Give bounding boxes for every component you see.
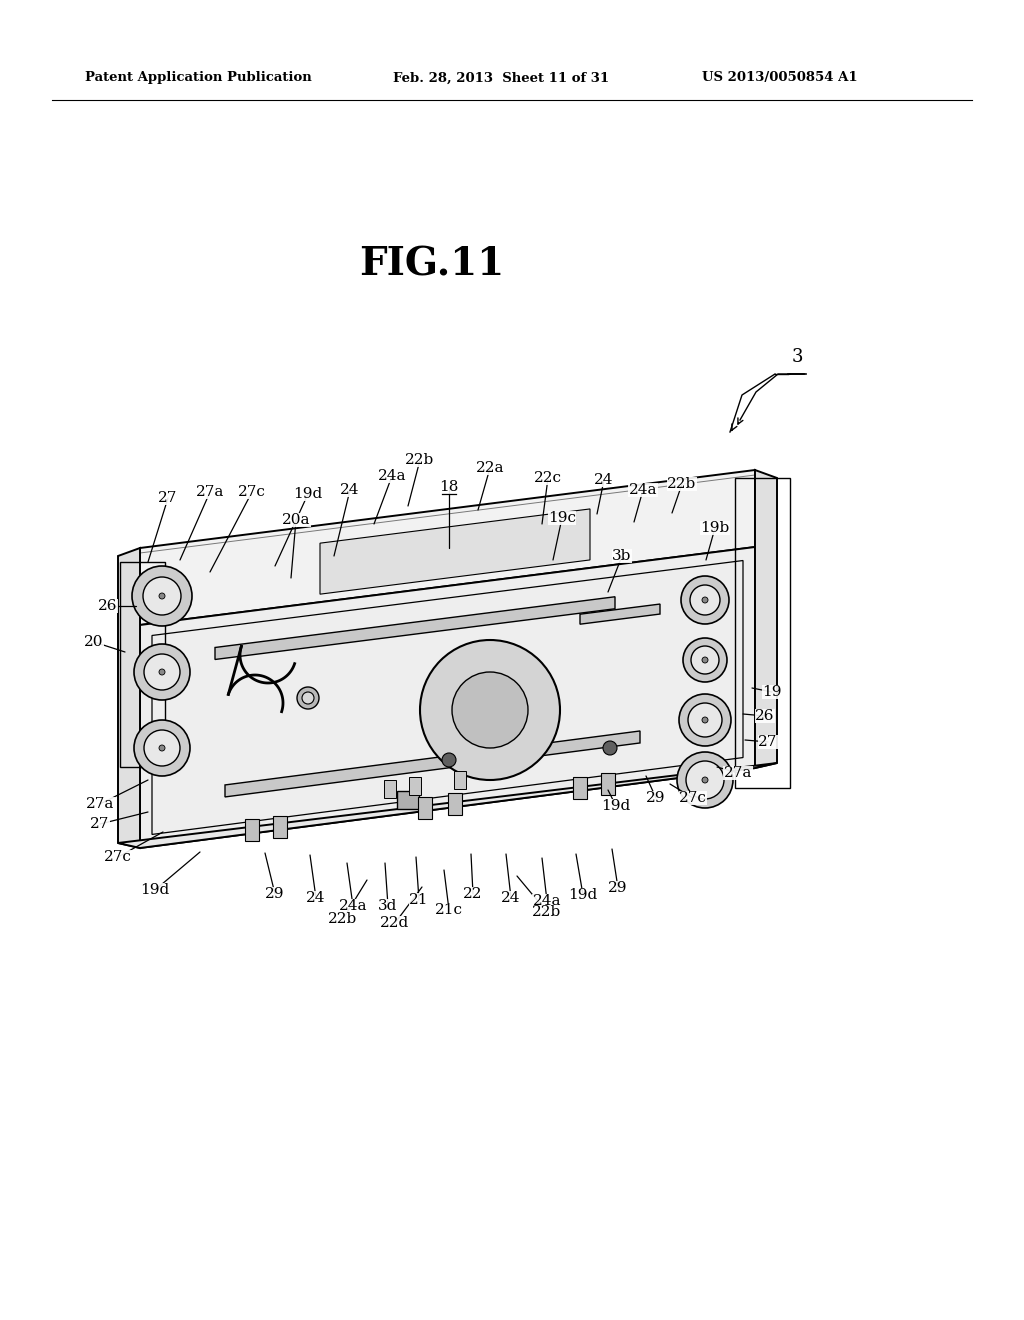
Text: 24: 24 (502, 891, 521, 906)
Circle shape (702, 597, 708, 603)
Text: 24: 24 (306, 891, 326, 906)
Text: 24a: 24a (629, 483, 657, 498)
Text: FIG.11: FIG.11 (359, 246, 505, 284)
Text: 22: 22 (463, 887, 482, 902)
Circle shape (159, 744, 165, 751)
Text: 22b: 22b (668, 477, 696, 491)
Bar (384, 780, 396, 799)
Text: 24a: 24a (532, 894, 561, 908)
Circle shape (603, 741, 617, 755)
Polygon shape (225, 731, 640, 797)
Polygon shape (118, 763, 777, 847)
Text: 27c: 27c (238, 484, 266, 499)
Circle shape (679, 694, 731, 746)
Circle shape (143, 577, 181, 615)
Bar (573, 776, 587, 799)
Text: 27: 27 (159, 491, 178, 506)
Text: 19b: 19b (700, 521, 730, 535)
Text: 29: 29 (646, 791, 666, 805)
Polygon shape (755, 470, 777, 768)
Text: 3b: 3b (612, 549, 632, 564)
Circle shape (134, 719, 190, 776)
Text: 27c: 27c (679, 791, 707, 805)
Circle shape (677, 752, 733, 808)
Text: 24a: 24a (378, 469, 407, 483)
Polygon shape (140, 470, 755, 624)
Text: 20a: 20a (282, 513, 310, 527)
Text: 19d: 19d (601, 799, 631, 813)
Text: 18: 18 (439, 480, 459, 494)
Text: 22d: 22d (380, 916, 410, 931)
Circle shape (442, 752, 456, 767)
Bar (245, 820, 259, 841)
Circle shape (302, 692, 314, 704)
Text: 3d: 3d (378, 899, 397, 913)
Text: 19d: 19d (140, 883, 170, 898)
Bar (409, 777, 421, 795)
Text: Patent Application Publication: Patent Application Publication (85, 71, 311, 84)
Text: US 2013/0050854 A1: US 2013/0050854 A1 (702, 71, 858, 84)
Text: 20: 20 (84, 635, 103, 649)
Text: 19d: 19d (568, 888, 598, 902)
Circle shape (691, 645, 719, 675)
Circle shape (134, 644, 190, 700)
Text: 29: 29 (608, 880, 628, 895)
Polygon shape (580, 605, 660, 624)
Circle shape (688, 704, 722, 737)
Text: 21c: 21c (435, 903, 463, 917)
Text: 27c: 27c (104, 850, 132, 865)
Circle shape (690, 585, 720, 615)
Circle shape (132, 566, 193, 626)
Text: 3: 3 (792, 348, 803, 366)
Bar (120, 562, 165, 767)
Circle shape (702, 777, 708, 783)
Text: 21: 21 (410, 894, 429, 907)
Text: 27: 27 (759, 735, 777, 748)
Text: 22a: 22a (476, 461, 504, 475)
Text: 26: 26 (756, 709, 775, 723)
Circle shape (702, 657, 708, 663)
Bar (397, 791, 419, 809)
Circle shape (144, 730, 180, 766)
Text: 24: 24 (594, 473, 613, 487)
Text: 22b: 22b (406, 453, 434, 467)
Text: 19c: 19c (548, 511, 575, 525)
Text: 24: 24 (340, 483, 359, 498)
Text: 3: 3 (792, 348, 803, 366)
Text: 22b: 22b (532, 906, 561, 919)
Circle shape (681, 576, 729, 624)
Text: 27: 27 (90, 817, 110, 832)
Text: 24a: 24a (339, 899, 368, 913)
Circle shape (702, 717, 708, 723)
Bar (449, 793, 462, 814)
Bar (418, 797, 432, 818)
Circle shape (420, 640, 560, 780)
Polygon shape (215, 597, 615, 660)
Text: 19: 19 (762, 685, 781, 700)
Text: 27a: 27a (86, 797, 115, 810)
Polygon shape (319, 510, 590, 594)
Text: 22c: 22c (534, 471, 562, 484)
Circle shape (144, 653, 180, 690)
Text: 27a: 27a (724, 766, 753, 780)
Text: 27a: 27a (196, 484, 224, 499)
Bar (735, 478, 790, 788)
Polygon shape (118, 548, 140, 847)
Circle shape (683, 638, 727, 682)
Bar (454, 771, 466, 789)
Text: 22b: 22b (329, 912, 357, 927)
Polygon shape (140, 546, 755, 847)
Bar (273, 816, 287, 838)
Text: 26: 26 (98, 599, 118, 612)
Circle shape (452, 672, 528, 748)
Circle shape (159, 593, 165, 599)
Text: 19d: 19d (293, 487, 323, 502)
Circle shape (686, 762, 724, 799)
Circle shape (159, 669, 165, 675)
Bar (601, 774, 615, 795)
Text: Feb. 28, 2013  Sheet 11 of 31: Feb. 28, 2013 Sheet 11 of 31 (393, 71, 609, 84)
Text: 29: 29 (265, 887, 285, 902)
Circle shape (297, 686, 319, 709)
